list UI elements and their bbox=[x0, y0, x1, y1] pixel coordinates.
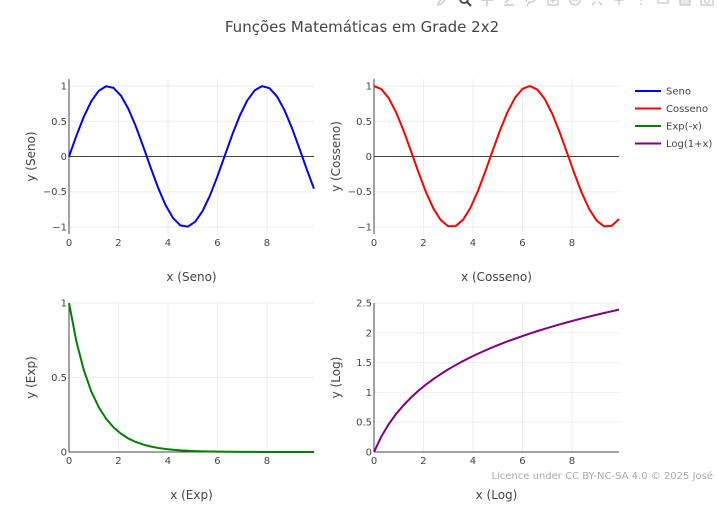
y-tick-label: 1 bbox=[61, 82, 67, 93]
x-tick-label: 4 bbox=[470, 456, 476, 467]
pencil-icon[interactable] bbox=[435, 0, 451, 8]
x-tick-label: 4 bbox=[165, 238, 171, 249]
legend-label: Log(1+x) bbox=[666, 139, 712, 150]
x-tick-label: 2 bbox=[420, 456, 426, 467]
y-tick-label: 1 bbox=[61, 299, 67, 310]
zoom-icon[interactable] bbox=[457, 0, 473, 8]
x-tick-label: 2 bbox=[420, 238, 426, 249]
x-tick-label: 4 bbox=[470, 238, 476, 249]
legend[interactable]: Seno Cosseno Exp(-x) Log(1+x) bbox=[635, 87, 712, 151]
subplot-1[interactable]: 0 2 4 6 8 −1 −0.5 0 0.5 1 x (Seno) y (Seno) bbox=[24, 79, 315, 284]
y-tick-label: 0 bbox=[366, 152, 372, 163]
subplot-4[interactable]: 0 2 4 6 8 0 0.5 1 1.5 2 2.5 x (Log) y (Log) bbox=[329, 299, 620, 503]
y-tick-label: 0 bbox=[61, 152, 67, 163]
y-axis-title: y (Cosseno) bbox=[329, 121, 343, 192]
x-tick-label: 8 bbox=[569, 456, 575, 467]
x-tick-label: 2 bbox=[115, 456, 121, 467]
pan-icon[interactable] bbox=[479, 0, 495, 8]
hover-compare-icon[interactable] bbox=[677, 0, 693, 8]
x-tick-label: 8 bbox=[264, 238, 270, 249]
y-axis-title: y (Log) bbox=[329, 357, 343, 399]
subplot-3[interactable]: 0 2 4 6 8 0 0.5 1 x (Exp) y (Exp) bbox=[24, 299, 314, 503]
x-tick-label: 6 bbox=[519, 238, 525, 249]
y-tick-label: 1 bbox=[366, 82, 372, 93]
camera-icon[interactable] bbox=[699, 0, 715, 8]
y-tick-label: 0.5 bbox=[356, 418, 372, 429]
y-tick-label: 2 bbox=[366, 328, 372, 339]
legend-label: Exp(-x) bbox=[666, 122, 702, 133]
y-tick-label: 2.5 bbox=[356, 299, 372, 310]
x-tick-label: 6 bbox=[214, 238, 220, 249]
x-tick-label: 0 bbox=[371, 238, 377, 249]
y-tick-label: 0.5 bbox=[51, 117, 67, 128]
legend-label: Seno bbox=[666, 87, 691, 98]
hover-closest-icon[interactable] bbox=[655, 0, 671, 8]
x-tick-label: 6 bbox=[519, 456, 525, 467]
y-tick-label: 0.5 bbox=[51, 373, 67, 384]
y-tick-label: 1.5 bbox=[356, 358, 372, 369]
y-tick-label: −0.5 bbox=[348, 187, 372, 198]
lasso-icon[interactable] bbox=[523, 0, 539, 8]
y-tick-label: −1 bbox=[52, 222, 67, 233]
y-tick-label: −1 bbox=[357, 222, 372, 233]
y-tick-label: 1 bbox=[366, 388, 372, 399]
x-axis-title: x (Cosseno) bbox=[461, 270, 532, 284]
y-tick-label: −0.5 bbox=[43, 187, 67, 198]
series-line-log-1-x-[interactable] bbox=[373, 308, 620, 453]
series-line-exp-x-[interactable] bbox=[68, 302, 314, 453]
y-axis-title: y (Seno) bbox=[24, 131, 38, 181]
x-tick-label: 0 bbox=[371, 456, 377, 467]
x-tick-label: 0 bbox=[66, 238, 72, 249]
zoom-in-icon[interactable] bbox=[545, 0, 561, 8]
modebar bbox=[435, 0, 715, 8]
series-line-seno[interactable] bbox=[68, 85, 315, 228]
x-tick-label: 8 bbox=[569, 238, 575, 249]
legend-label: Cosseno bbox=[666, 104, 708, 115]
legend-item[interactable]: Cosseno bbox=[635, 104, 708, 115]
legend-item[interactable]: Exp(-x) bbox=[635, 122, 702, 133]
x-tick-label: 6 bbox=[214, 456, 220, 467]
license-watermark: Licence under CC BY-NC-SA 4.0 © 2025 Jos… bbox=[491, 470, 713, 482]
x-tick-label: 0 bbox=[66, 456, 72, 467]
spike-icon[interactable] bbox=[633, 0, 649, 8]
subplot-2[interactable]: 0 2 4 6 8 −1 −0.5 0 0.5 1 x (Cosseno) y (Cosseno) bbox=[329, 79, 620, 284]
legend-item[interactable]: Seno bbox=[635, 87, 691, 98]
y-tick-label: 0.5 bbox=[356, 117, 372, 128]
x-axis-title: x (Log) bbox=[476, 488, 518, 502]
x-axis-title: x (Seno) bbox=[166, 270, 216, 284]
x-tick-label: 2 bbox=[115, 238, 121, 249]
reset-axes-icon[interactable] bbox=[611, 0, 627, 8]
y-tick-label: 0 bbox=[61, 448, 67, 459]
y-axis-title: y (Exp) bbox=[24, 356, 38, 399]
chart-title: Funções Matemáticas em Grade 2x2 bbox=[225, 18, 499, 36]
legend-item[interactable]: Log(1+x) bbox=[635, 139, 712, 150]
autoscale-icon[interactable] bbox=[589, 0, 605, 8]
series-line-cosseno[interactable] bbox=[373, 85, 620, 228]
x-tick-label: 8 bbox=[264, 456, 270, 467]
x-axis-title: x (Exp) bbox=[170, 488, 213, 502]
x-tick-label: 4 bbox=[165, 456, 171, 467]
y-tick-label: 0 bbox=[366, 448, 372, 459]
select-box-icon[interactable] bbox=[501, 0, 517, 8]
zoom-out-icon[interactable] bbox=[567, 0, 583, 8]
